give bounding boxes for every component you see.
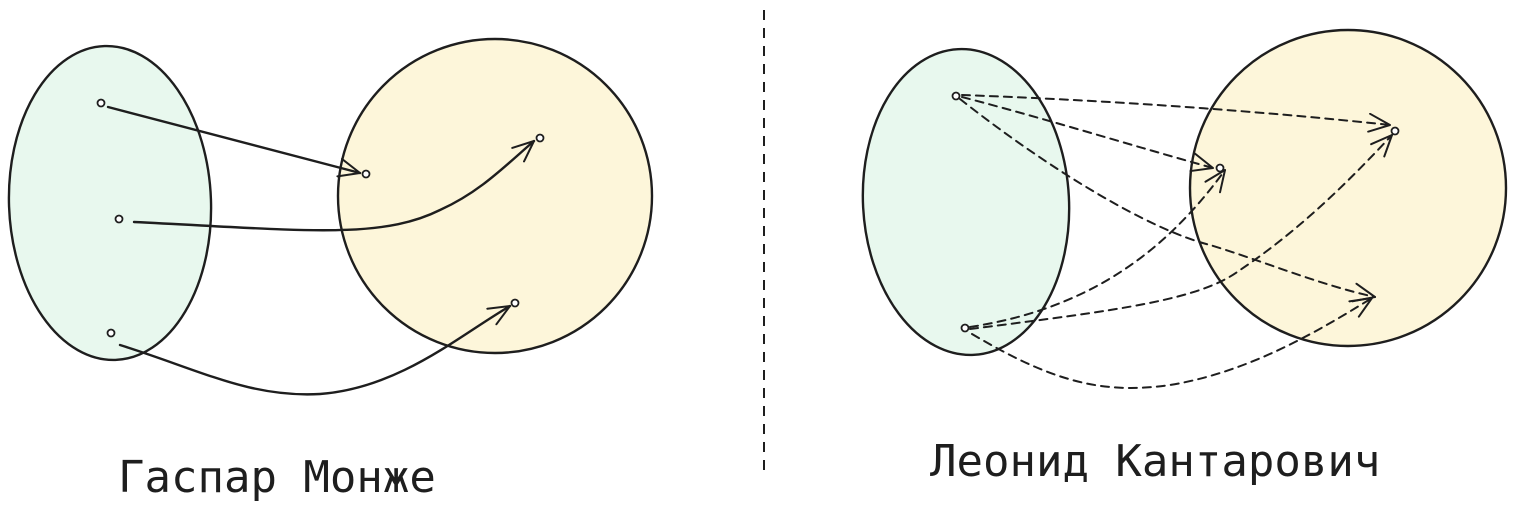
kantorovich-source-point-2 [960,323,970,333]
kantorovich-caption: Леонид Кантарович [930,436,1381,487]
monge-target-point-3 [510,298,520,308]
kantorovich-plan-arrow-5 [969,134,1393,330]
monge-source-point-1 [96,98,106,108]
kantorovich-plan-arrow-1 [961,94,1391,133]
monge-target-set [336,37,654,355]
kantorovich-source-point-1 [951,91,961,101]
monge-caption: Гаспар Монже [118,452,436,503]
monge-source-point-3 [106,328,116,338]
monge-map-arrow-2 [132,139,536,232]
kantorovich-panel [861,28,1508,389]
kantorovich-target-point-2 [1390,126,1400,136]
kantorovich-plan-arrow-3 [959,98,1376,303]
monge-map-arrow-3 [118,304,512,396]
kantorovich-source-set [861,47,1071,357]
monge-map-arrow-1 [106,105,362,178]
monge-panel [7,37,654,396]
kantorovich-target-set [1188,28,1508,348]
monge-target-point-1 [361,169,371,179]
monge-target-point-2 [535,133,545,143]
monge-source-point-2 [114,214,124,224]
kantorovich-plan-arrow-6 [971,297,1373,389]
kantorovich-plan-arrow-4 [969,169,1226,328]
monge-source-set [7,44,213,362]
kantorovich-plan-arrow-2 [961,96,1214,173]
kantorovich-target-point-1 [1215,163,1225,173]
